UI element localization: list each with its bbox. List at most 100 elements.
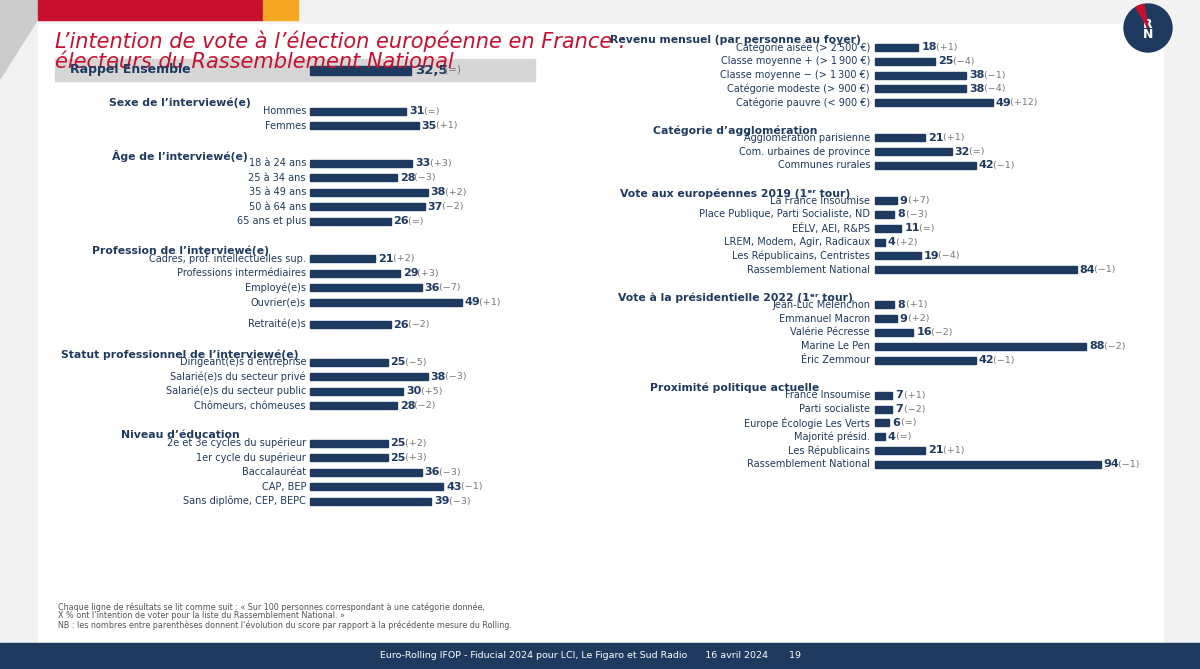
Text: (+1): (+1) [904,300,928,309]
Bar [310,174,397,181]
Bar [875,266,1076,273]
Bar [310,359,388,366]
Text: (−4): (−4) [949,57,974,66]
Text: CAP, BEP: CAP, BEP [262,482,306,492]
Text: (−2): (−2) [412,401,436,410]
Text: 25: 25 [938,56,953,66]
Text: Majorité présid.: Majorité présid. [794,432,870,442]
Text: Com. urbaines de province: Com. urbaines de province [739,147,870,157]
Text: Éric Zemmour: Éric Zemmour [800,355,870,365]
Bar [875,225,901,231]
Text: 4: 4 [888,432,895,442]
Text: Classe moyenne − (> 1 300 €): Classe moyenne − (> 1 300 €) [720,70,870,80]
Text: (=): (=) [916,223,935,233]
Text: (−1): (−1) [1091,265,1116,274]
Text: 16: 16 [917,328,932,337]
Text: Baccalauréat: Baccalauréat [242,467,306,477]
Text: 8: 8 [898,300,905,310]
Bar [310,298,462,306]
Text: (−4): (−4) [980,84,1006,93]
Text: 29: 29 [403,268,419,278]
Text: Proximité politique actuelle: Proximité politique actuelle [650,383,820,393]
Bar [310,440,388,447]
Text: Ouvrier(e)s: Ouvrier(e)s [251,297,306,307]
Text: Retraité(e)s: Retraité(e)s [248,320,306,330]
Bar [38,0,263,20]
Text: Salarié(e)s du secteur privé: Salarié(e)s du secteur privé [170,371,306,382]
Text: 8: 8 [898,209,905,219]
Text: Revenu mensuel (par personne au foyer): Revenu mensuel (par personne au foyer) [610,35,860,45]
Text: Marine Le Pen: Marine Le Pen [802,341,870,351]
Text: 2e et 3e cycles du supérieur: 2e et 3e cycles du supérieur [167,438,306,448]
Text: France Insoumise: France Insoumise [785,390,870,400]
Bar [875,211,894,218]
Text: 38: 38 [970,84,984,94]
Text: R: R [1144,19,1153,31]
Circle shape [1124,4,1172,52]
Text: Âge de l’interviewé(e): Âge de l’interviewé(e) [112,150,248,162]
Text: 21: 21 [378,254,394,264]
Text: 50 à 64 ans: 50 à 64 ans [248,201,306,211]
Text: (−1): (−1) [990,161,1015,170]
Text: 36: 36 [425,282,440,292]
Text: (+1): (+1) [476,298,502,306]
Text: Catégorie pauvre (< 900 €): Catégorie pauvre (< 900 €) [736,98,870,108]
Text: Statut professionnel de l’interviewé(e): Statut professionnel de l’interviewé(e) [61,349,299,360]
Text: Euro-Rolling IFOP - Fiducial 2024 pour LCI, Le Figaro et Sud Radio      16 avril: Euro-Rolling IFOP - Fiducial 2024 pour L… [379,652,800,660]
Text: (−2): (−2) [1100,342,1126,351]
Text: LREM, Modem, Agir, Radicaux: LREM, Modem, Agir, Radicaux [724,237,870,247]
Text: Communes rurales: Communes rurales [778,161,870,171]
Bar [310,108,406,114]
Text: 38: 38 [431,372,446,382]
Text: (+1): (+1) [940,133,965,142]
Text: 21: 21 [929,133,944,143]
Bar [310,321,391,328]
Text: (+5): (+5) [418,387,442,395]
Text: NB : les nombres entre parenthèses donnent l’évolution du score par rapport à la: NB : les nombres entre parenthèses donne… [58,620,512,630]
Text: (−3): (−3) [412,173,436,182]
Text: (−1): (−1) [990,356,1015,365]
Bar [875,315,896,322]
Text: Rassemblement National: Rassemblement National [746,460,870,469]
Bar [263,0,298,20]
Text: Sans diplôme, CEP, BEPC: Sans diplôme, CEP, BEPC [184,496,306,506]
Text: 88: 88 [1090,341,1105,351]
Text: (−5): (−5) [402,358,427,367]
Text: Les Républicains: Les Républicains [788,446,870,456]
Text: (+3): (+3) [414,269,439,278]
Text: (=): (=) [898,418,917,427]
Text: Rassemblement National: Rassemblement National [746,265,870,275]
Text: 7: 7 [895,404,902,414]
Text: 19: 19 [924,251,940,261]
Text: Employé(e)s: Employé(e)s [245,282,306,293]
Bar [0,643,1200,669]
Text: Femmes: Femmes [265,120,306,130]
Text: Place Publique, Parti Socialiste, ND: Place Publique, Parti Socialiste, ND [698,209,870,219]
Text: (−2): (−2) [439,202,463,211]
Bar [875,419,889,426]
Text: (+3): (+3) [427,159,451,168]
Text: 39: 39 [434,496,449,506]
Text: (−3): (−3) [904,210,928,219]
Bar [875,99,992,106]
Text: 18: 18 [922,42,937,52]
Text: Sexe de l’interviewé(e): Sexe de l’interviewé(e) [109,98,251,108]
Text: 84: 84 [1080,265,1096,275]
Text: (=): (=) [421,106,439,116]
Text: 6: 6 [893,418,900,428]
Bar [310,217,391,225]
Text: Salarié(e)s du secteur public: Salarié(e)s du secteur public [166,386,306,397]
Text: (−4): (−4) [935,252,960,260]
Text: 43: 43 [446,482,462,492]
Text: 25: 25 [390,453,406,463]
Text: électeurs du Rassemblement National: électeurs du Rassemblement National [55,52,454,72]
Bar [310,203,425,210]
Bar [875,148,952,155]
Bar [310,469,421,476]
Text: L’intention de vote à l’élection européenne en France :: L’intention de vote à l’élection europée… [55,31,626,52]
Text: (+7): (+7) [906,196,930,205]
Text: 25 à 34 ans: 25 à 34 ans [248,173,306,183]
Text: 30: 30 [406,386,421,396]
Bar [310,483,443,490]
Text: Chaque ligne de résultats se lit comme suit : « Sur 100 personnes correspondant : Chaque ligne de résultats se lit comme s… [58,602,485,611]
